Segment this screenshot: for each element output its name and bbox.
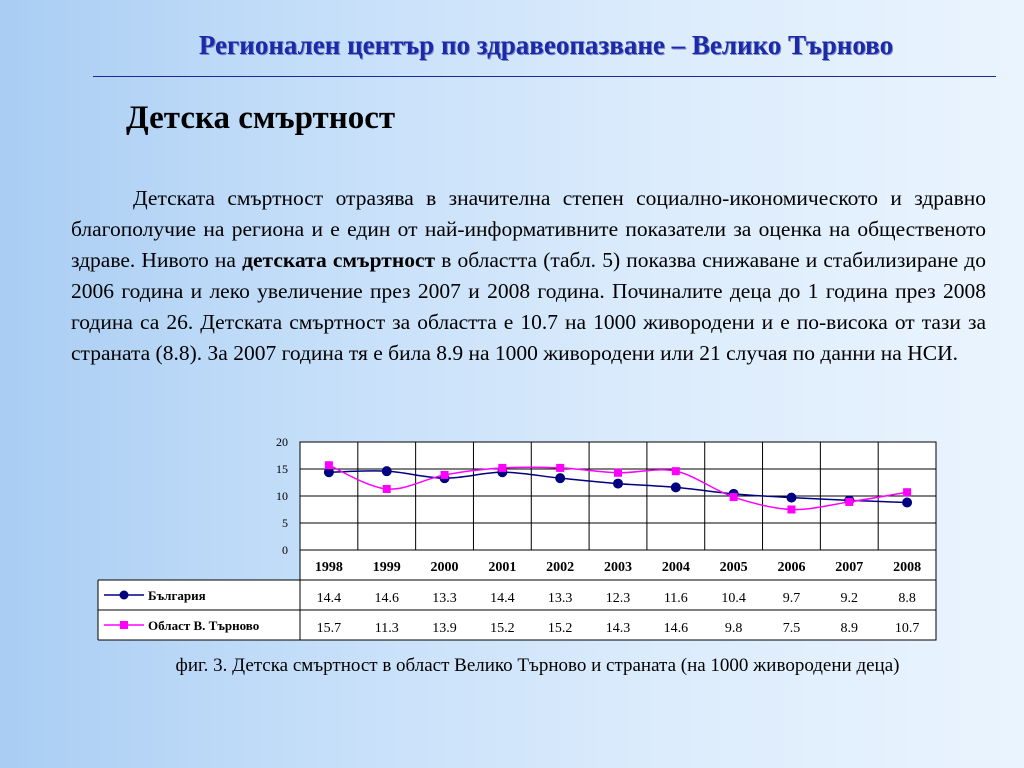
paragraph-text-2: в областта (табл. 5) показва снижаване и… <box>71 248 986 365</box>
data-label-1: 8.9 <box>841 621 859 636</box>
series-1-point <box>787 505 796 514</box>
data-label-1: 9.8 <box>725 621 743 636</box>
chart-frame <box>299 441 937 641</box>
data-label-0: 9.2 <box>841 591 859 606</box>
x-category-label: 2004 <box>662 560 690 575</box>
series-0-point <box>381 466 392 477</box>
data-label-1: 15.2 <box>548 621 573 636</box>
series-1-point <box>324 461 333 470</box>
y-tick-label: 20 <box>276 435 288 449</box>
x-category-label: 2008 <box>893 560 921 575</box>
data-label-0: 11.6 <box>664 591 688 606</box>
series-1-point <box>903 488 912 497</box>
series-1-point <box>498 463 507 472</box>
data-label-1: 11.3 <box>375 621 399 636</box>
y-tick-label: 15 <box>276 462 288 476</box>
x-category-label: 2007 <box>835 560 863 575</box>
series-1-point <box>845 497 854 506</box>
data-label-0: 14.6 <box>374 591 399 606</box>
legend-marker-0 <box>119 590 129 600</box>
paragraph-bold-term: детската смъртност <box>242 248 436 272</box>
series-1-point <box>440 470 449 479</box>
x-category-label: 2001 <box>488 560 516 575</box>
series-1-point <box>382 484 391 493</box>
header-title: Регионален център по здравеопазване – Ве… <box>198 30 894 60</box>
chart-svg: 0 5 10 15 20 1998 1999 2000 2001 2002 2003 2004 2005… <box>97 435 937 641</box>
y-tick-label: 5 <box>282 516 288 530</box>
data-label-0: 13.3 <box>548 591 573 606</box>
data-label-0: 14.4 <box>490 591 515 606</box>
legend-label-1: Област В. Търново <box>148 618 259 633</box>
x-category-label: 2000 <box>431 560 459 575</box>
series-0-point <box>786 492 797 503</box>
data-label-0: 8.8 <box>898 591 916 606</box>
x-category-label: 1999 <box>373 560 401 575</box>
series-1-point <box>729 493 738 502</box>
body-paragraph: Детската смъртност отразява в значителна… <box>71 183 986 369</box>
legend-label-0: България <box>148 588 206 603</box>
slide-heading: Детска смъртност <box>126 100 396 136</box>
y-tick-label: 0 <box>282 543 288 557</box>
data-label-1: 15.7 <box>317 621 342 636</box>
header-divider <box>93 76 996 77</box>
paragraph-text-1: Детската смъртност отразява в значителна… <box>71 186 986 272</box>
data-label-0: 12.3 <box>606 591 631 606</box>
data-label-1: 14.3 <box>606 621 631 636</box>
x-category-label: 2003 <box>604 560 632 575</box>
data-label-0: 14.4 <box>317 591 342 606</box>
series-1-point <box>671 467 680 476</box>
data-label-0: 13.3 <box>432 591 457 606</box>
data-table-body <box>300 550 936 640</box>
data-label-1: 7.5 <box>783 621 801 636</box>
data-label-1: 14.6 <box>664 621 689 636</box>
data-label-0: 9.7 <box>783 591 801 606</box>
x-category-label: 2005 <box>720 560 748 575</box>
data-label-1: 10.7 <box>895 621 920 636</box>
legend-marker-1 <box>120 621 128 629</box>
data-label-0: 10.4 <box>721 591 746 606</box>
y-tick-label: 10 <box>276 489 288 503</box>
infant-mortality-chart: 0 5 10 15 20 1998 1999 2000 2001 2002 2003 2004 2005… <box>0 430 1024 650</box>
data-label-1: 13.9 <box>432 621 457 636</box>
data-label-1: 15.2 <box>490 621 515 636</box>
x-category-label: 1998 <box>315 560 343 575</box>
series-0-point <box>902 497 913 508</box>
series-0-point <box>555 473 566 484</box>
x-category-label: 2002 <box>546 560 574 575</box>
x-category-label: 2006 <box>777 560 805 575</box>
figure-caption: фиг. 3. Детска смъртност в област Велико… <box>175 655 900 676</box>
series-1-point <box>614 468 622 477</box>
series-0-point <box>670 482 681 493</box>
series-0-point <box>613 478 623 489</box>
series-1-point <box>556 463 565 472</box>
